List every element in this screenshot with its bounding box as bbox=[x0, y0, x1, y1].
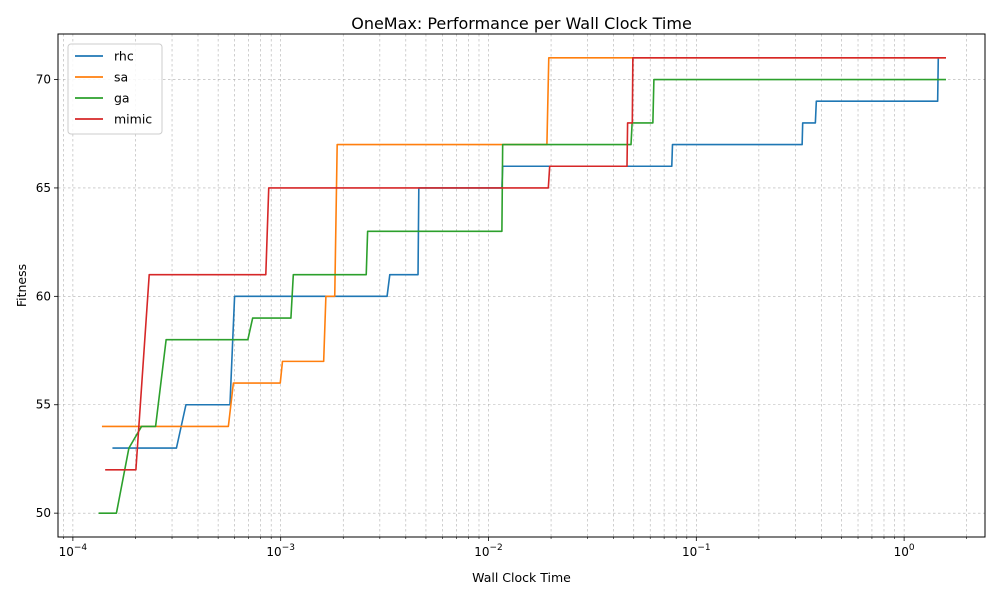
y-tick-label: 50 bbox=[36, 506, 51, 520]
chart-title: OneMax: Performance per Wall Clock Time bbox=[351, 14, 692, 33]
y-tick-label: 55 bbox=[36, 398, 51, 412]
x-tick-label: 100 bbox=[894, 543, 915, 559]
grid bbox=[58, 34, 985, 537]
x-tick-label: 10−3 bbox=[266, 543, 295, 559]
legend-label-sa: sa bbox=[114, 70, 128, 85]
x-tick-label: 10−1 bbox=[682, 543, 711, 559]
series-line-mimic bbox=[105, 57, 946, 471]
legend: rhc sa ga mimic bbox=[67, 43, 163, 135]
y-axis-label: Fitness bbox=[14, 264, 29, 307]
legend-box bbox=[67, 43, 163, 135]
legend-label-ga: ga bbox=[114, 91, 130, 106]
legend-label-rhc: rhc bbox=[114, 49, 134, 64]
series-line-rhc bbox=[112, 57, 940, 449]
x-tick-label: 10−4 bbox=[59, 543, 88, 559]
series-line-sa bbox=[101, 57, 946, 428]
x-axis-label: Wall Clock Time bbox=[472, 570, 571, 585]
y-tick-label: 65 bbox=[36, 181, 51, 195]
y-tick-label: 70 bbox=[36, 73, 51, 87]
x-tick-label: 10−2 bbox=[474, 543, 503, 559]
plot-frame bbox=[57, 33, 986, 538]
axis-ticks: 10−4 10−3 10−2 10−1 100 50 55 60 65 70 bbox=[36, 73, 967, 559]
y-tick-label: 60 bbox=[36, 289, 51, 303]
legend-label-mimic: mimic bbox=[114, 112, 152, 127]
series-lines bbox=[98, 57, 946, 514]
